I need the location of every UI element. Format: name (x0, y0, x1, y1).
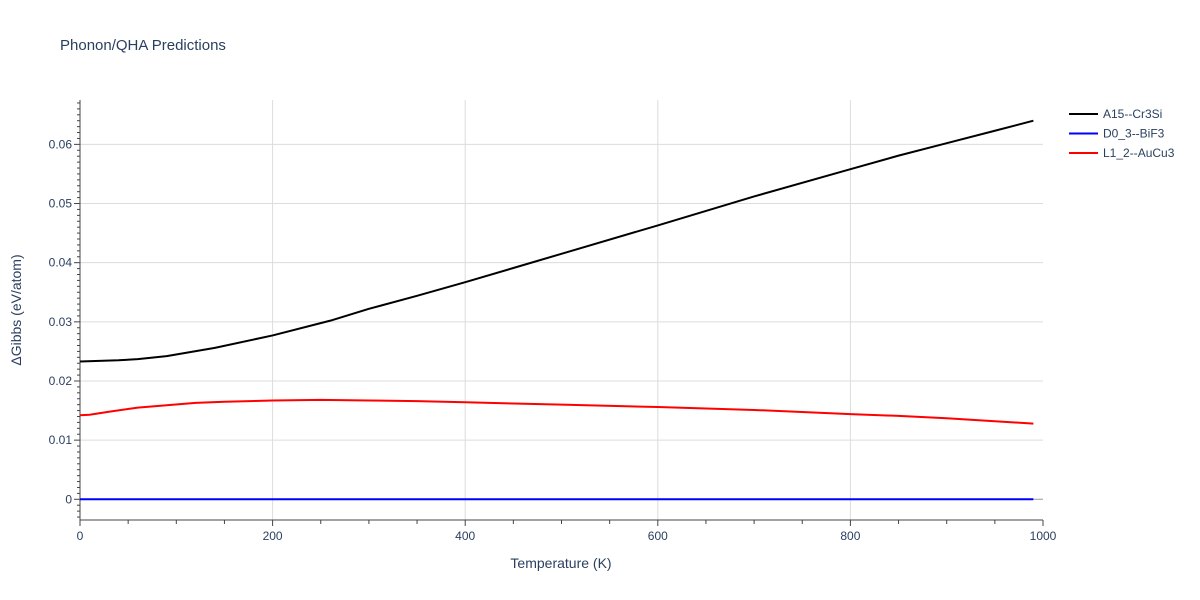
series-line-3 (79, 398, 1034, 425)
y-tick-label: 0.03 (49, 315, 73, 329)
legend-label: L1_2--AuCu3 (1103, 146, 1175, 160)
legend: A15--Cr3Si D0_3--BiF3 L1_2--AuCu3 (1069, 107, 1175, 160)
y-tick-label: 0.05 (49, 197, 73, 211)
y-tick-label: 0.04 (49, 256, 73, 270)
x-tick-label: 200 (263, 529, 283, 543)
x-tick-label: 1000 (1030, 529, 1057, 543)
x-tick-label: 800 (840, 529, 860, 543)
series-layer (79, 119, 1034, 501)
x-tick-label: 600 (648, 529, 668, 543)
series-line-1 (79, 119, 1034, 363)
legend-label: A15--Cr3Si (1103, 107, 1162, 121)
x-tick-label: 0 (77, 529, 84, 543)
y-tick-label: 0 (65, 492, 72, 506)
x-tick-label: 400 (455, 529, 475, 543)
y-axis-title: ΔGibbs (eV/atom) (8, 254, 24, 365)
axis-layer: 0 200 400 600 800 1000 0 0.01 0.02 0.03 0.04 0.05 0.… (49, 100, 1057, 543)
chart-title: Phonon/QHA Predictions (60, 37, 226, 54)
y-tick-label: 0.06 (49, 137, 73, 151)
x-axis-title: Temperature (K) (510, 555, 611, 571)
grid-layer (80, 100, 1043, 520)
y-tick-label: 0.02 (49, 374, 73, 388)
y-tick-label: 0.01 (49, 433, 73, 447)
legend-label: D0_3--BiF3 (1103, 127, 1165, 141)
